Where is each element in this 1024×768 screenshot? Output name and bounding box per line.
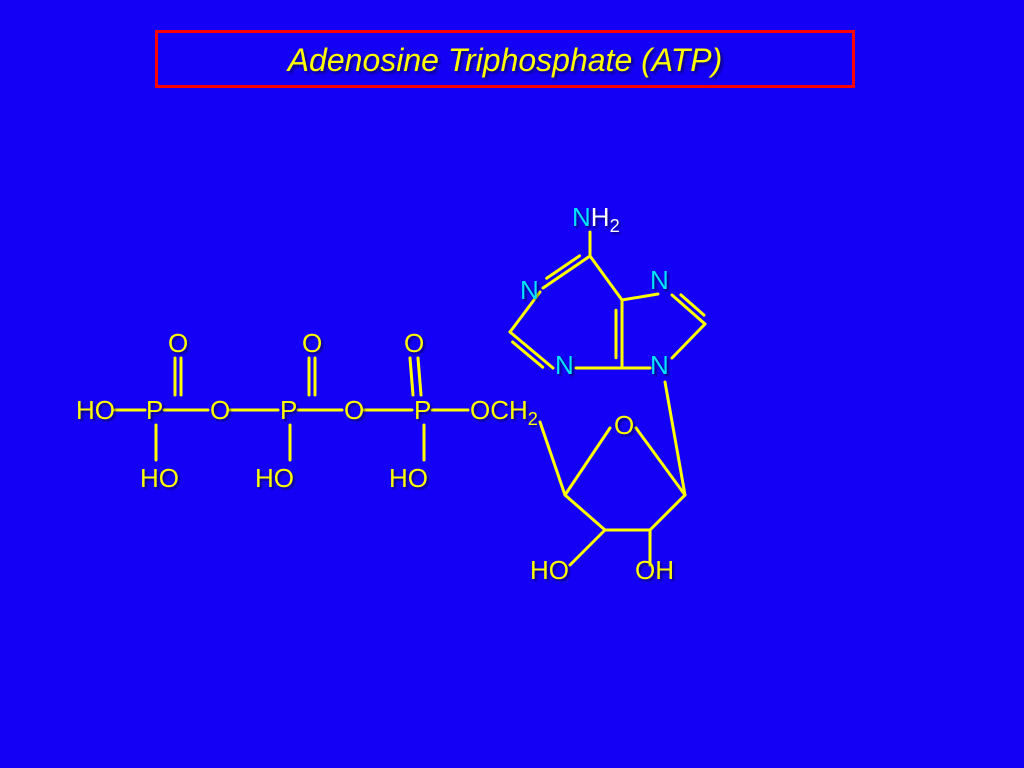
atom-N9: N	[650, 350, 669, 381]
atom-HO_b: HO	[255, 463, 294, 494]
bond-layer	[0, 0, 1024, 768]
atom-N3: N	[555, 350, 574, 381]
atom-O_a_u: O	[404, 328, 424, 359]
atom-P_a: P	[414, 395, 431, 426]
atom-O_ring: O	[614, 410, 634, 441]
atom-P_g: P	[146, 395, 163, 426]
atom-O_ba: O	[344, 395, 364, 426]
atom-O_g_u: O	[168, 328, 188, 359]
atom-NH2: NH2	[572, 202, 620, 237]
atom-HO_a: HO	[389, 463, 428, 494]
atom-N7: N	[650, 265, 669, 296]
atom-O_gb: O	[210, 395, 230, 426]
atom-OH_r2: OH	[635, 555, 674, 586]
atom-HO_g: HO	[76, 395, 115, 426]
atom-OCH2: OCH2	[470, 395, 538, 430]
atom-O_b_u: O	[302, 328, 322, 359]
atom-N1: N	[520, 275, 539, 306]
atom-HO_g2: HO	[140, 463, 179, 494]
atom-P_b: P	[280, 395, 297, 426]
atom-HO_r1: HO	[530, 555, 569, 586]
